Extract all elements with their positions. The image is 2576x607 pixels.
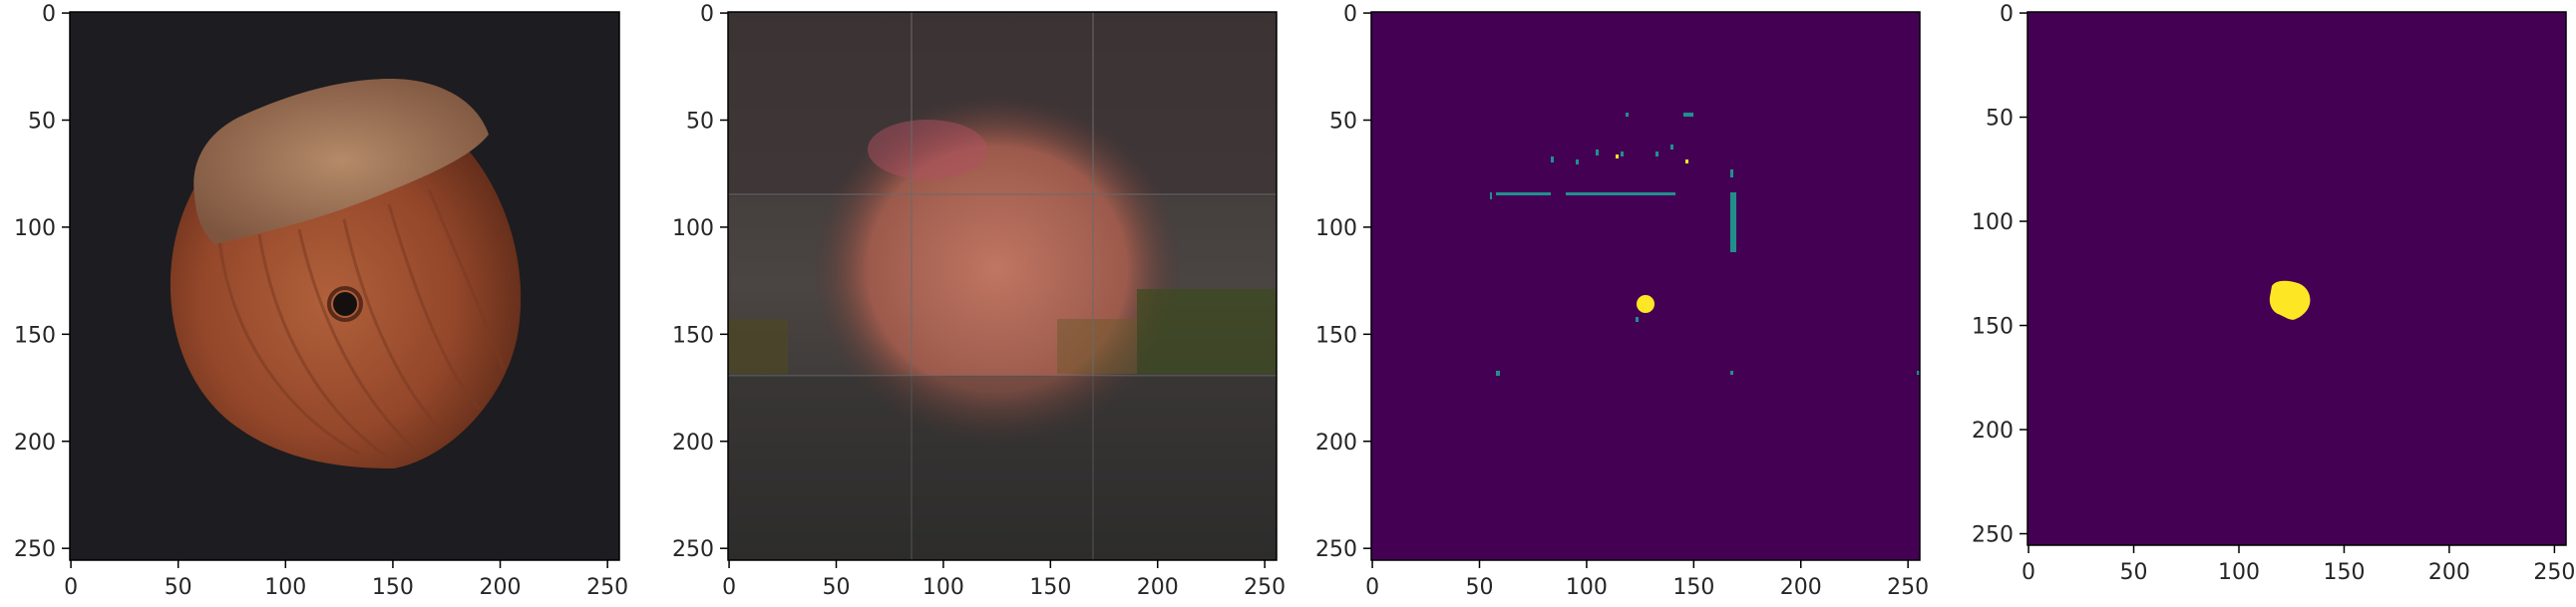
panel-predicted-mask: 0 0 50 50 100 100 150 150 200 200 250 250 <box>1315 2 1929 600</box>
x-tick-label: 250 <box>586 575 628 600</box>
y-tick-label: 50 <box>1329 109 1357 134</box>
y-tick-label: 0 <box>42 2 56 27</box>
y-tick-label: 200 <box>1972 419 2014 444</box>
x-tick-label: 150 <box>372 575 414 600</box>
y-tick-label: 250 <box>1315 537 1357 562</box>
y-tick-label: 0 <box>700 2 714 27</box>
x-tick-label: 50 <box>2120 560 2148 585</box>
x-tick-label: 200 <box>1137 575 1179 600</box>
panel-reconstruction: 0 0 50 50 100 100 150 150 200 200 250 250 <box>672 2 1286 600</box>
axes-frame <box>1370 11 1921 561</box>
y-tick-label: 0 <box>2000 2 2014 27</box>
x-tick-label: 50 <box>1465 575 1493 600</box>
x-tick-label: 100 <box>264 575 306 600</box>
x-tick-label: 0 <box>64 575 78 600</box>
nut-cap <box>193 79 489 244</box>
y-tick-label: 150 <box>1972 315 2014 340</box>
tile-seams <box>728 12 1277 560</box>
y-tick-label: 100 <box>1972 210 2014 235</box>
x-tick-label: 250 <box>1244 575 1286 600</box>
x-tick-label: 250 <box>2533 560 2575 585</box>
y-tick-label: 200 <box>14 431 56 455</box>
x-tick-label: 150 <box>1029 575 1071 600</box>
mask-yellow-spots <box>1616 154 1688 313</box>
x-tick-label: 100 <box>1566 575 1608 600</box>
panel-input-image: 0 0 50 50 100 100 150 150 200 200 250 250 <box>14 2 628 600</box>
x-tick-label: 200 <box>1780 575 1822 600</box>
y-tick-label: 0 <box>1343 2 1357 27</box>
x-tick-label: 0 <box>1365 575 1379 600</box>
x-tick-label: 150 <box>2323 560 2365 585</box>
y-tick-label: 100 <box>672 216 714 241</box>
nut-stripes <box>217 188 506 460</box>
y-tick-label: 100 <box>14 216 56 241</box>
image-area <box>70 12 619 560</box>
y-tick-label: 100 <box>1315 216 1357 241</box>
y-tick-label: 150 <box>672 323 714 348</box>
axes-frame <box>727 11 1278 561</box>
y-tick-label: 50 <box>28 109 56 134</box>
x-tick-label: 100 <box>922 575 964 600</box>
y-tick-label: 150 <box>14 323 56 348</box>
nut-hole <box>333 292 357 316</box>
y-tick-label: 250 <box>1972 523 2014 548</box>
axes-1: 0 0 50 50 100 100 150 150 200 200 250 250 <box>14 2 628 600</box>
x-tick-label: 200 <box>480 575 522 600</box>
gt-yellow-blob <box>2269 280 2311 320</box>
axes-frame <box>69 11 620 561</box>
x-tick-label: 150 <box>1672 575 1714 600</box>
y-tick-label: 50 <box>686 109 714 134</box>
x-tick-label: 50 <box>165 575 192 600</box>
x-tick-label: 100 <box>2218 560 2260 585</box>
y-tick-label: 50 <box>1986 107 2014 132</box>
y-tick-label: 150 <box>1315 323 1357 348</box>
x-tick-label: 250 <box>1887 575 1929 600</box>
axes-3: 0 0 50 50 100 100 150 150 200 200 250 250 <box>1315 2 1929 600</box>
x-tick-label: 50 <box>822 575 850 600</box>
axes-frame <box>2026 11 2567 546</box>
axes-2: 0 0 50 50 100 100 150 150 200 200 250 250 <box>672 2 1286 600</box>
x-tick-label: 200 <box>2428 560 2470 585</box>
mask-speckles <box>1490 113 1920 376</box>
y-tick-label: 200 <box>672 431 714 455</box>
panel-ground-truth-mask: 0 0 50 50 100 100 150 150 200 200 250 250 <box>1972 2 2575 585</box>
y-tick-label: 200 <box>1315 431 1357 455</box>
axes-4: 0 0 50 50 100 100 150 150 200 200 250 250 <box>1972 2 2575 585</box>
x-tick-label: 0 <box>2022 560 2035 585</box>
y-tick-label: 250 <box>14 537 56 562</box>
y-tick-label: 250 <box>672 537 714 562</box>
x-tick-label: 0 <box>722 575 736 600</box>
